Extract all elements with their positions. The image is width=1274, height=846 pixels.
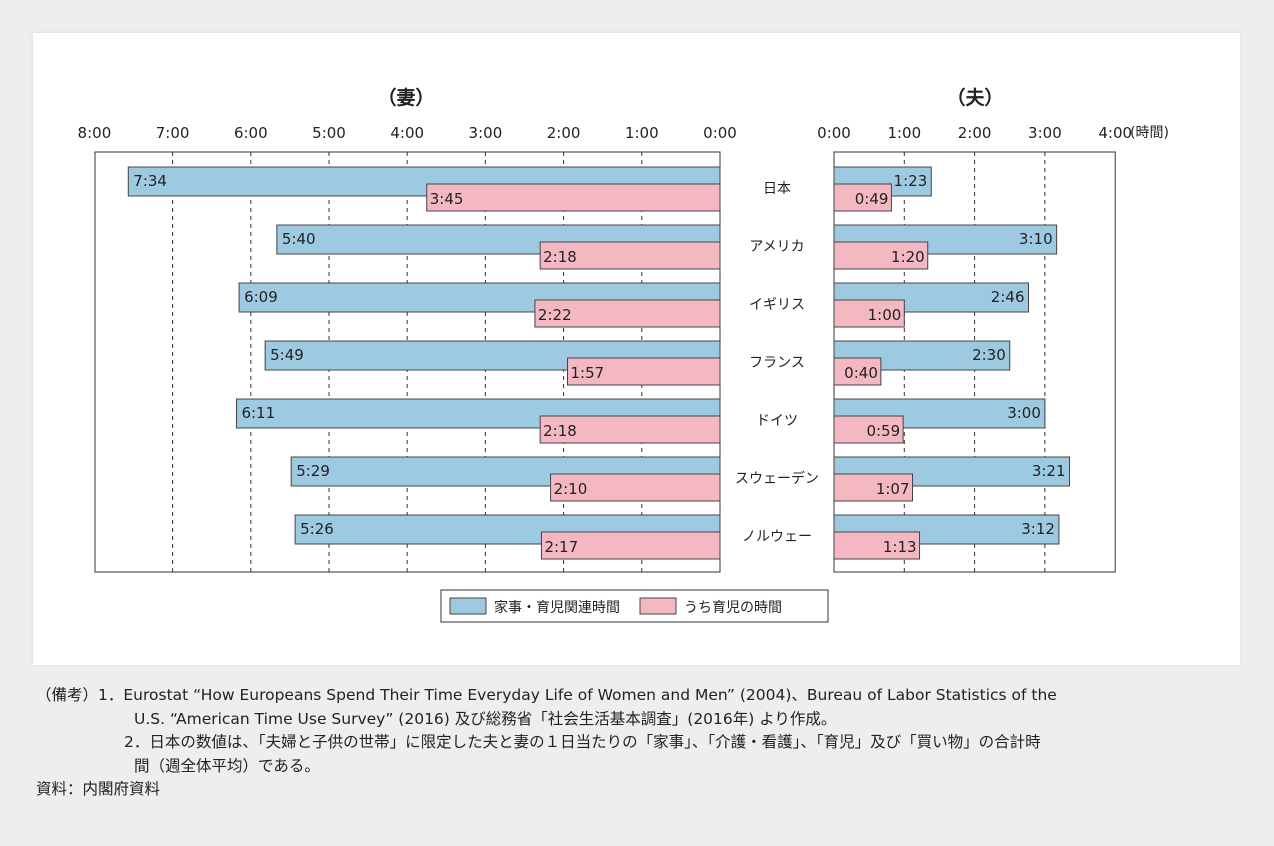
country-label: イギリス [749,297,805,313]
legend-box [440,589,829,623]
wife-childcare-bar [567,357,721,386]
wife-tick-label: 0:00 [703,124,737,142]
country-label: アメリカ [749,239,804,255]
country-label: ノルウェー [742,529,812,545]
wife-total-label: 7:34 [133,172,167,190]
husband-childcare-label: 1:07 [876,480,910,498]
husband-childcare-bar [833,299,905,328]
husband-total-label: 3:21 [1032,462,1066,480]
wife-panel-title: （妻） [377,86,434,109]
wife-childcare-bar [426,183,721,212]
wife-tick-label: 6:00 [234,124,268,142]
source: 資料：内閣府資料 [36,780,161,798]
country-label: スウェーデン [735,470,819,487]
wife-childcare-label: 2:10 [554,480,588,498]
wife-tick-label: 4:00 [390,124,424,142]
husband-childcare-label: 0:40 [844,364,878,382]
wife-total-label: 5:40 [282,230,316,248]
wife-childcare-bar [540,531,721,560]
husband-total-label: 3:10 [1019,230,1053,248]
wife-childcare-label: 3:45 [430,190,464,208]
husband-tick-label: 4:00 [1098,124,1132,142]
country-label: 日本 [763,181,791,197]
wife-childcare-label: 2:18 [543,248,577,266]
wife-childcare-label: 2:17 [544,538,578,556]
husband-childcare-label: 0:59 [866,422,900,440]
country-label: フランス [749,355,805,371]
wife-childcare-bar [539,241,721,270]
husband-childcare-bar [833,241,929,270]
wife-childcare-bar [550,473,721,502]
husband-tick-label: 3:00 [1028,124,1062,142]
wife-total-label: 5:29 [296,462,330,480]
unit-label: (時間) [1130,125,1169,141]
legend-label-total: 家事・育児関連時間 [494,599,620,616]
wife-total-label: 5:49 [270,346,304,364]
husband-childcare-bar [833,183,892,212]
husband-childcare-label: 1:20 [891,248,925,266]
husband-tick-label: 0:00 [817,124,851,142]
wife-childcare-bar [539,415,721,444]
husband-childcare-bar [833,531,921,560]
husband-childcare-bar [833,473,914,502]
note-1-cont: U.S. “American Time Use Survey” (2016) 及… [134,709,837,728]
wife-tick-label: 1:00 [625,124,659,142]
husband-childcare-bar [833,415,904,444]
wife-childcare-label: 2:18 [543,422,577,440]
husband-total-label: 3:12 [1021,520,1055,538]
husband-panel-title: （夫） [946,86,1003,109]
husband-total-label: 2:46 [991,288,1025,306]
notes-label: （備考） [36,686,99,704]
wife-total-label: 5:26 [300,520,334,538]
husband-childcare-label: 1:13 [883,538,917,556]
wife-total-label: 6:09 [244,288,278,306]
note-1: 1．Eurostat “How Europeans Spend Their Ti… [98,686,1057,704]
husband-tick-label: 2:00 [958,124,992,142]
wife-childcare-bar [534,299,721,328]
husband-childcare-bar [833,357,882,386]
husband-childcare-label: 0:49 [855,190,889,208]
husband-total-label: 3:00 [1007,404,1041,422]
note-2-cont: 間（週全体平均）である。 [134,756,320,775]
husband-childcare-label: 1:00 [868,306,902,324]
legend-swatch-total [449,597,487,615]
legend-swatch-childcare [639,597,677,615]
legend-label-childcare: うち育児の時間 [684,600,782,616]
wife-tick-label: 3:00 [469,124,503,142]
wife-childcare-label: 1:57 [571,364,605,382]
husband-total-bar [833,282,1029,313]
wife-tick-label: 2:00 [547,124,581,142]
note-2: 2．日本の数値は、「夫婦と子供の世帯」に限定した夫と妻の１日当たりの「家事」、「… [124,733,1041,751]
wife-tick-label: 8:00 [78,124,112,142]
husband-total-label: 2:30 [972,346,1006,364]
wife-childcare-label: 2:22 [538,306,572,324]
husband-tick-label: 1:00 [887,124,921,142]
husband-total-label: 1:23 [894,172,928,190]
country-label: ドイツ [756,413,798,429]
notes: （備考）1．Eurostat “How Europeans Spend Thei… [36,684,1251,802]
wife-tick-label: 7:00 [156,124,190,142]
wife-tick-label: 5:00 [312,124,346,142]
chart: （妻） （夫） 8:00 7:00 6:00 5:00 4:00 3:00 2:00 1:00 0:… [78,86,1169,623]
wife-total-label: 6:11 [241,404,275,422]
